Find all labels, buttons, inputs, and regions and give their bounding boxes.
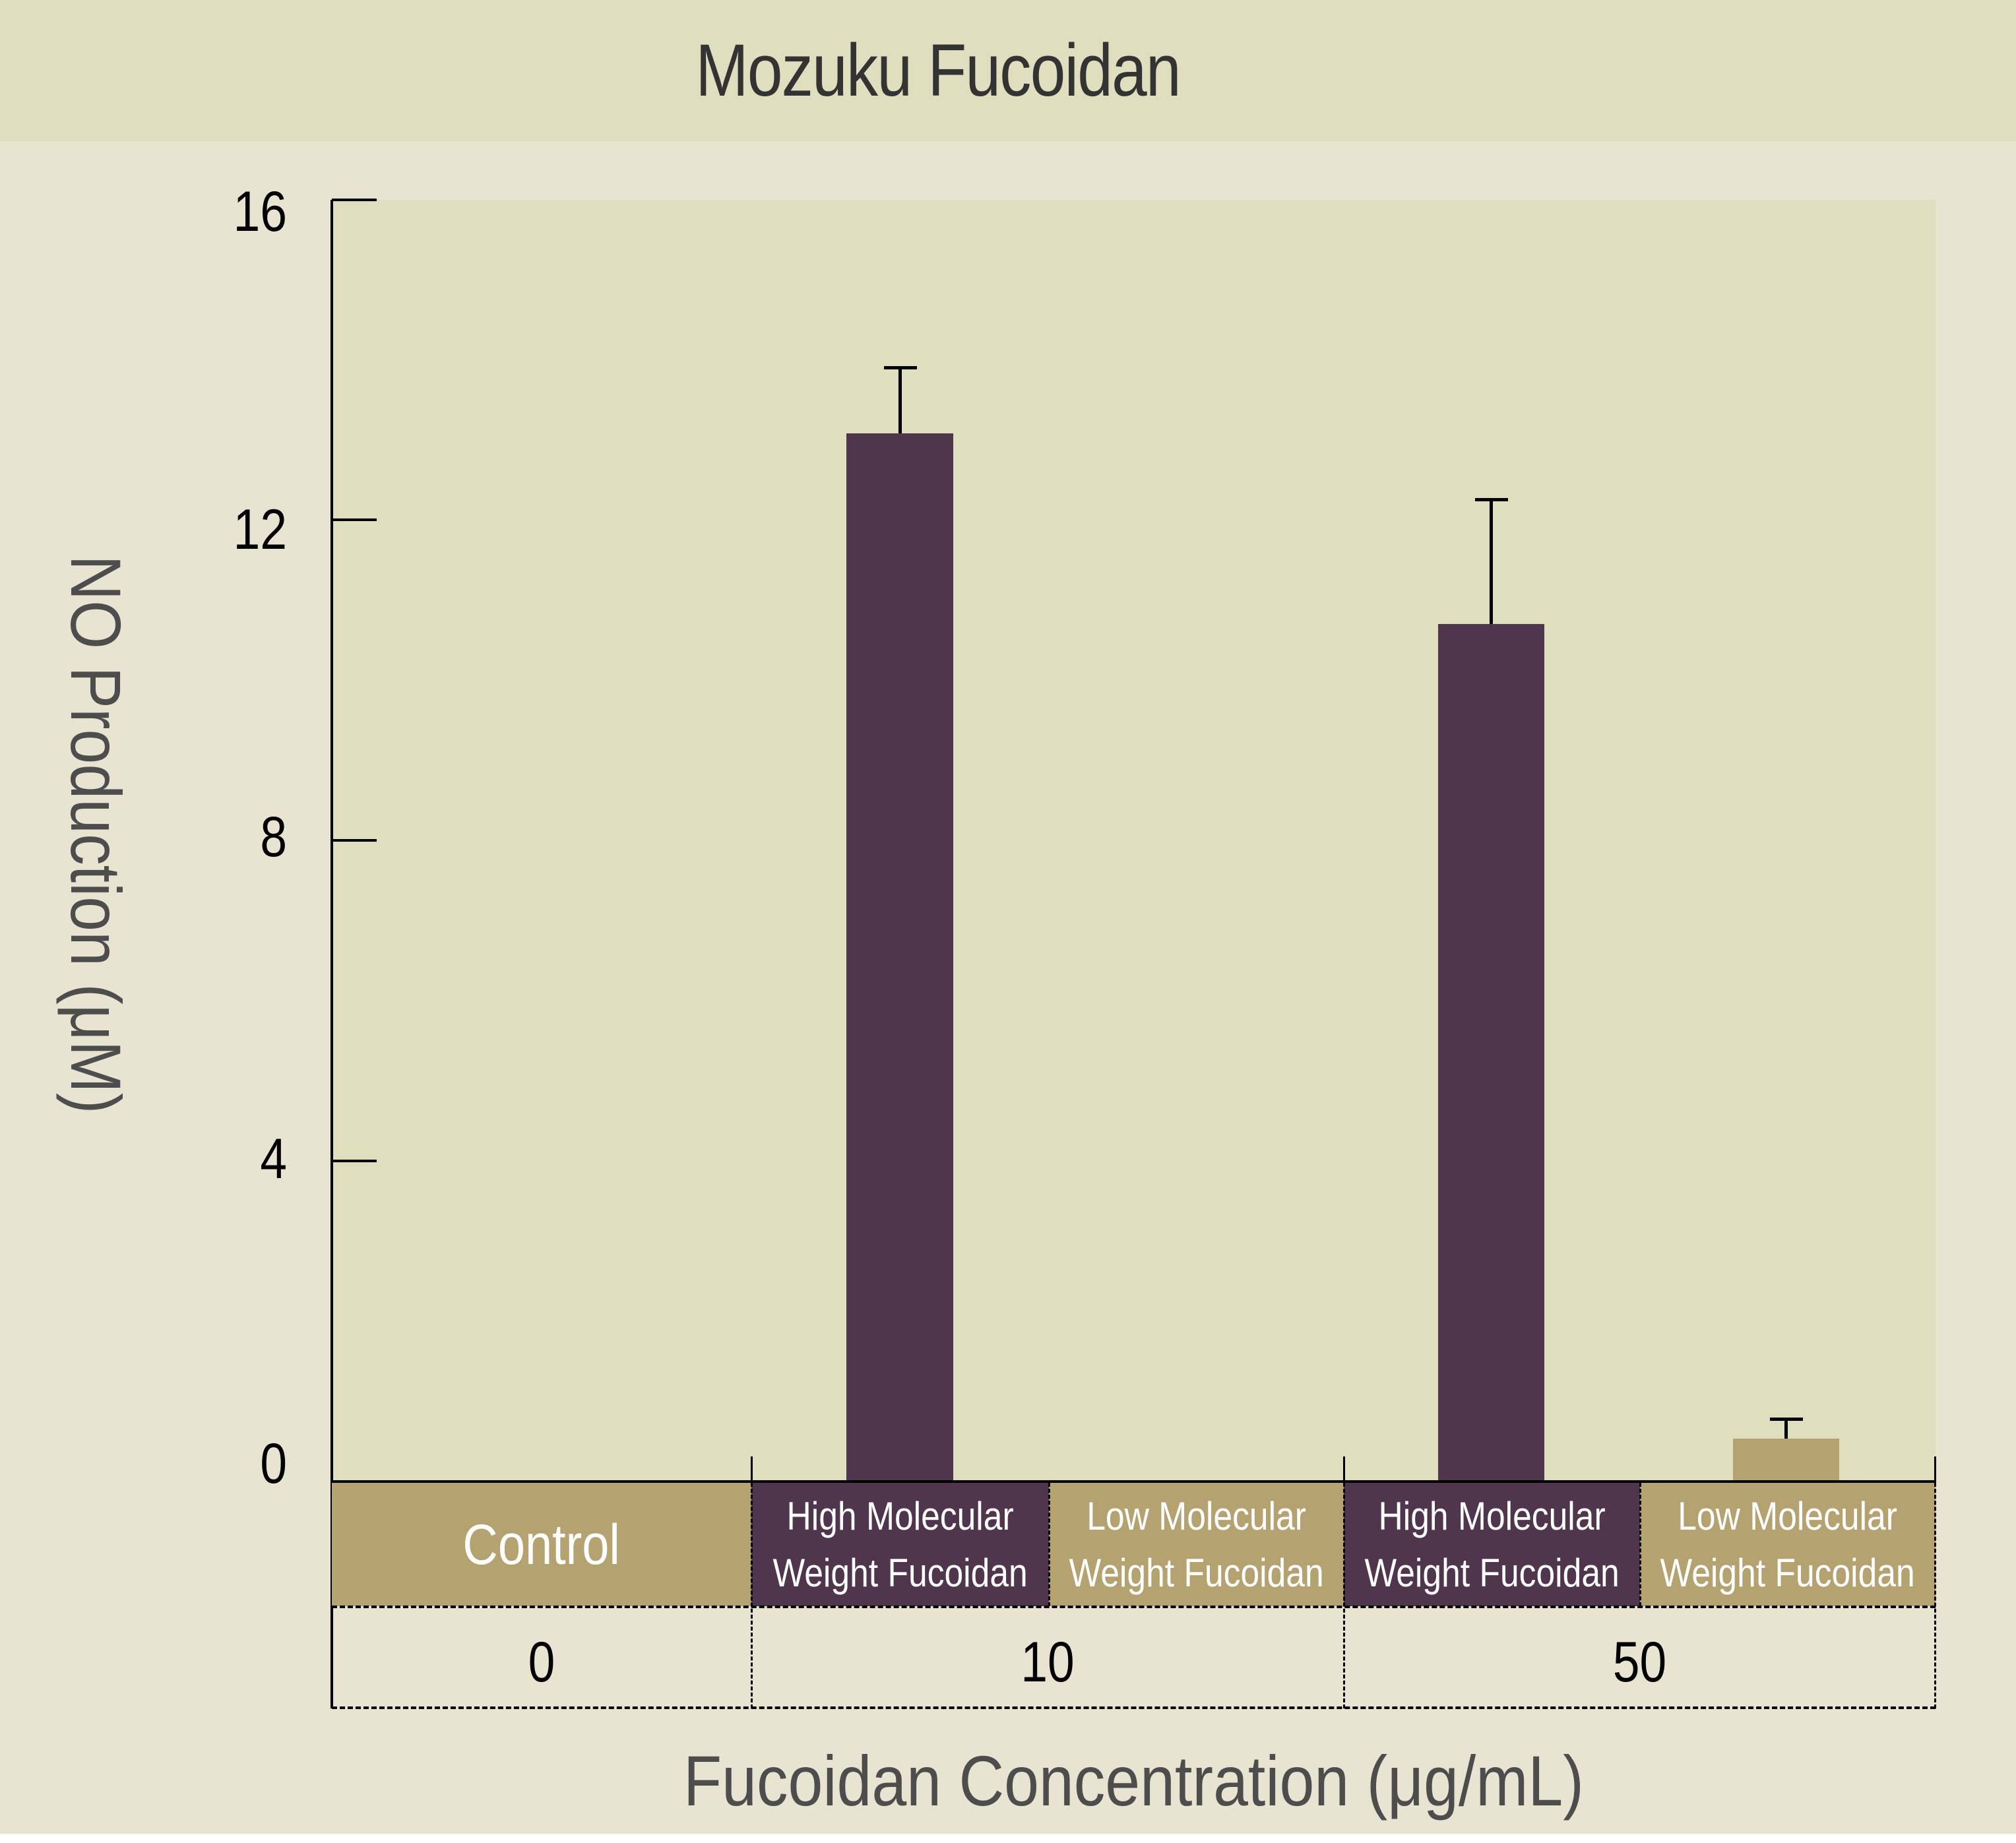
- group-divider-tick-3: [1934, 1456, 1936, 1483]
- y-tick-label-12: 12: [233, 498, 287, 561]
- category-lmw-50-line2: Weight Fucoidan: [1660, 1550, 1916, 1595]
- chart-title: Mozuku Fucoidan: [695, 29, 1181, 111]
- bar-hmw-10: [846, 433, 953, 1482]
- category-hmw-10-line1: High Molecular: [786, 1493, 1014, 1538]
- y-tick-16: [332, 199, 377, 201]
- category-lmw-50: Low Molecular Weight Fucoidan: [1640, 1483, 1936, 1606]
- bar-lmw-50: [1733, 1439, 1839, 1482]
- category-hmw-10: High Molecular Weight Fucoidan: [751, 1483, 1049, 1606]
- y-axis-line: [331, 200, 333, 1708]
- group-divider-tick-2: [1343, 1456, 1345, 1483]
- strip-bottom-line: [332, 1606, 1936, 1608]
- error-cap-hmw-10: [884, 366, 917, 369]
- category-lmw-10-line1: Low Molecular: [1087, 1493, 1306, 1538]
- y-axis-title: NO Production (μM): [56, 555, 136, 1114]
- concentration-10: 10: [1021, 1631, 1075, 1694]
- error-bar-hmw-10: [898, 367, 902, 433]
- plot-area: [332, 200, 1936, 1482]
- bar-hmw-50: [1438, 624, 1544, 1482]
- error-bar-hmw-50: [1490, 499, 1493, 624]
- category-control-label: Control: [462, 1513, 621, 1577]
- y-tick-label-4: 4: [260, 1127, 287, 1191]
- y-tick-label-16: 16: [233, 180, 287, 243]
- error-cap-lmw-50: [1770, 1418, 1803, 1421]
- subgroup-divider-50: [1639, 1483, 1641, 1606]
- y-tick-12: [332, 518, 377, 521]
- concentration-bottom-line: [332, 1706, 1936, 1709]
- category-hmw-50: High Molecular Weight Fucoidan: [1344, 1483, 1640, 1606]
- group-divider-tick-1: [751, 1456, 753, 1483]
- category-lmw-10: Low Molecular Weight Fucoidan: [1049, 1483, 1344, 1606]
- y-tick-8: [332, 839, 377, 842]
- category-lmw-10-line2: Weight Fucoidan: [1069, 1550, 1324, 1595]
- group-divider-1: [751, 1483, 753, 1708]
- group-divider-3: [1934, 1483, 1936, 1708]
- category-control: Control: [332, 1483, 751, 1606]
- error-cap-hmw-50: [1475, 498, 1508, 501]
- category-hmw-10-line2: Weight Fucoidan: [772, 1550, 1028, 1595]
- category-hmw-50-line2: Weight Fucoidan: [1364, 1550, 1620, 1595]
- y-tick-label-0: 0: [260, 1432, 287, 1495]
- concentration-0: 0: [528, 1631, 555, 1694]
- category-hmw-50-line1: High Molecular: [1378, 1493, 1606, 1538]
- chart-header: Mozuku Fucoidan: [0, 0, 2016, 141]
- category-lmw-50-line1: Low Molecular: [1678, 1493, 1898, 1538]
- group-divider-2: [1343, 1483, 1345, 1708]
- y-tick-label-8: 8: [260, 805, 287, 869]
- subgroup-divider-10: [1048, 1483, 1050, 1606]
- concentration-50: 50: [1612, 1631, 1667, 1694]
- x-axis-title: Fucoidan Concentration (μg/mL): [683, 1741, 1584, 1821]
- y-tick-4: [332, 1160, 377, 1162]
- error-bar-lmw-50: [1784, 1419, 1788, 1439]
- x-axis-zero-line: [332, 1480, 1936, 1483]
